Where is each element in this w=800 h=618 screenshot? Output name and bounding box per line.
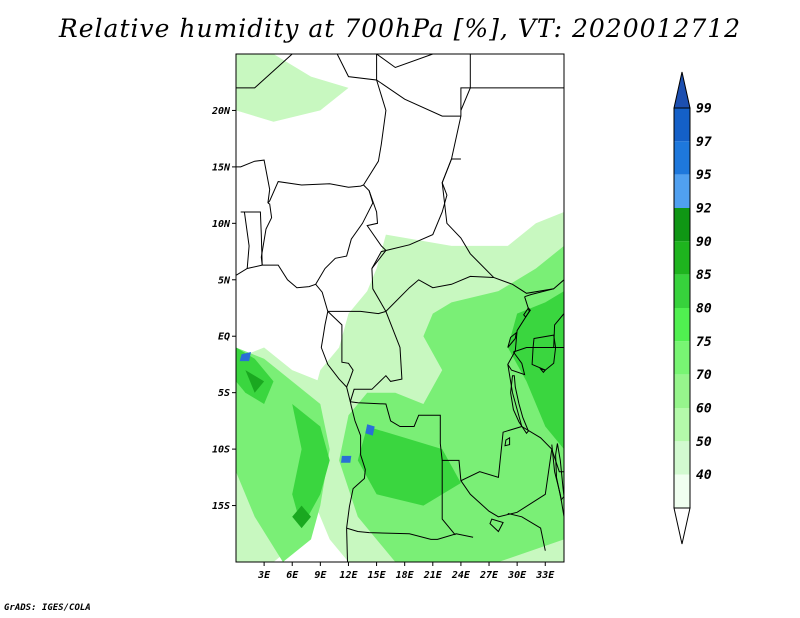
colorbar-level-label: 92 [696,202,712,217]
country-borders-layer [236,54,564,562]
humidity-area-92-9 [245,370,265,393]
colorbar-swatch-1 [674,141,690,175]
humidity-area-85-8 [357,426,461,506]
country-border-8 [315,184,374,285]
latitude-axis: 20N 15N 10N 5N EQ 5S 10S 15S [211,106,236,512]
country-border-2 [376,54,433,69]
lake-outline-3 [504,436,511,447]
grads-credit: GrADS: IGES/COLA [4,603,91,613]
lon-tick-label: 27E [479,570,499,581]
lon-tick-label: 6E [286,570,299,581]
colorbar-swatch-10 [674,441,690,475]
colorbar-level-label: 99 [696,102,712,117]
country-border-14 [460,87,564,111]
country-border-21 [460,449,553,518]
coastline-0 [236,264,366,529]
colorbar-swatch-7 [674,341,690,375]
lon-tick-label: 12E [339,570,358,581]
humidity-area-99-13 [341,455,352,463]
coastline-1 [346,528,348,562]
country-border-17 [349,311,403,402]
longitude-axis: 3E 6E 9E 12E 15E 18E 21E 24E 27E 30E 33E [257,562,555,581]
country-border-12 [460,54,471,111]
lon-tick-label: 33E [535,570,555,581]
country-border-10 [327,311,354,388]
lake-outline-2 [555,443,564,502]
colorbar-level-label: 75 [696,335,712,350]
country-border-1 [336,54,378,81]
country-border-16 [385,275,494,312]
colorbar-swatch-2 [674,174,690,208]
colorbar-swatch-4 [674,241,690,275]
lake-outline-6 [523,307,531,318]
humidity-area-92-10 [292,505,311,529]
lake-outline-7 [539,368,547,374]
country-border-3 [267,79,387,204]
humidity-area-99-12 [365,424,375,436]
colorbar-level-label: 90 [696,235,712,250]
lake-outline-5 [507,331,517,348]
colorbar-level-label: 80 [696,302,712,317]
lat-tick-label: 15N [212,162,231,173]
colorbar-level-label: 60 [696,402,712,417]
lon-tick-label: 18E [396,570,415,581]
map-frame [235,53,565,563]
country-border-4 [236,159,271,204]
country-border-25 [513,347,564,353]
humidity-area-60-0 [236,54,349,122]
lake-outline-0 [510,375,529,435]
country-border-0 [236,54,293,89]
colorbar-level-label: 50 [696,435,712,450]
lat-tick-label: 5N [218,275,231,286]
colorbar-level-label: 40 [696,468,712,483]
country-border-24 [507,513,546,551]
lake-outline-4 [489,518,504,533]
country-border-5 [240,211,263,266]
lon-tick-label: 9E [314,570,327,581]
colorbar-swatch-5 [674,274,690,308]
colorbar: 99 97 95 92 90 85 80 75 70 60 50 40 [673,71,712,545]
humidity-area-99-11 [239,352,251,362]
lat-tick-label: 20N [211,106,231,117]
colorbar-bottom-arrow [673,507,691,545]
colorbar-level-label: 97 [696,135,712,150]
lat-tick-label: 5S [218,388,230,399]
colorbar-level-label: 85 [696,268,712,283]
country-border-26 [507,351,526,376]
colorbar-frame [673,107,691,509]
colorbar-swatch-11 [674,474,690,508]
country-border-19 [346,527,474,540]
humidity-area-85-6 [292,404,330,529]
country-border-20 [441,460,456,536]
country-border-18 [350,296,530,482]
lat-tick-label: 15S [212,501,230,512]
lat-tick-label: 10S [212,445,230,456]
lon-tick-label: 24E [451,570,471,581]
map-title: Relative humidity at 700hPa [%], VT: 202… [58,14,742,43]
lon-tick-label: 3E [257,570,271,581]
colorbar-swatch-6 [674,308,690,342]
colorbar-top-arrow [673,71,691,109]
humidity-contour-layer [236,54,564,562]
country-border-28 [524,288,554,298]
lake-outline-1 [531,334,557,371]
country-border-6 [243,211,250,269]
colorbar-level-label: 95 [696,168,712,183]
country-border-29 [441,158,461,183]
colorbar-swatch-8 [674,374,690,408]
country-border-13 [376,79,461,117]
humidity-area-85-7 [507,291,564,450]
colorbar-swatch-0 [674,108,690,142]
lat-tick-label: EQ [218,332,230,343]
colorbar-swatch-9 [674,408,690,442]
lat-tick-label: 10N [212,219,231,230]
lon-tick-label: 21E [423,570,443,581]
colorbar-swatch-3 [674,208,690,242]
colorbar-level-label: 70 [696,368,712,383]
lon-tick-label: 30E [507,570,527,581]
lon-tick-label: 15E [368,570,387,581]
country-border-7 [260,202,273,266]
